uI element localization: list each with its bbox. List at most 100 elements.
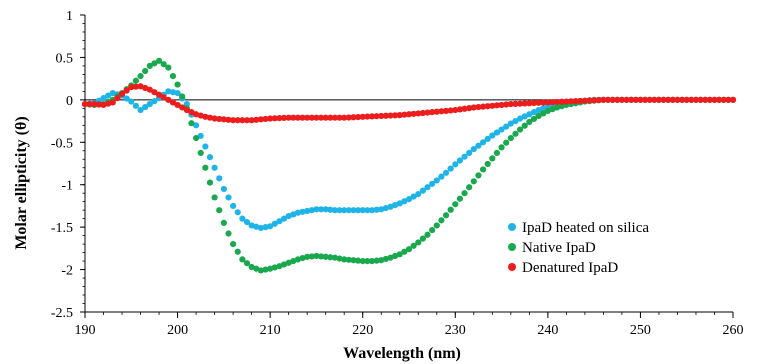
data-point bbox=[516, 126, 524, 133]
data-point bbox=[243, 117, 251, 124]
data-point bbox=[248, 117, 255, 124]
data-point bbox=[415, 190, 422, 198]
axes-layer bbox=[80, 14, 734, 318]
data-point bbox=[294, 209, 302, 216]
data-point bbox=[392, 112, 399, 119]
legend-label: Denatured IpaD bbox=[522, 260, 618, 276]
data-point bbox=[526, 100, 533, 107]
data-point bbox=[521, 122, 528, 129]
data-point bbox=[359, 207, 366, 214]
data-point bbox=[442, 169, 450, 176]
data-point bbox=[387, 112, 394, 119]
data-point bbox=[456, 195, 464, 202]
data-point bbox=[498, 144, 505, 151]
data-point bbox=[461, 105, 468, 112]
data-point bbox=[535, 99, 542, 106]
x-tick-label: 190 bbox=[75, 323, 96, 338]
y-tick-label: -1.5 bbox=[51, 221, 73, 236]
y-tick-label: 1 bbox=[66, 9, 73, 24]
data-point bbox=[174, 81, 181, 88]
data-point bbox=[373, 257, 380, 264]
data-point bbox=[433, 177, 440, 184]
data-point bbox=[396, 200, 403, 207]
data-point bbox=[706, 96, 713, 103]
data-point bbox=[202, 143, 209, 150]
data-point bbox=[609, 96, 616, 103]
data-point bbox=[225, 194, 232, 201]
data-point bbox=[447, 206, 454, 213]
data-point bbox=[405, 246, 413, 253]
data-point bbox=[276, 115, 283, 122]
data-point bbox=[475, 172, 482, 179]
data-point bbox=[540, 110, 547, 117]
data-point bbox=[304, 253, 311, 260]
data-point bbox=[239, 117, 246, 124]
y-axis-title: Molar ellipticity (θ) bbox=[13, 116, 30, 249]
data-point bbox=[165, 64, 172, 71]
data-point bbox=[216, 207, 223, 214]
data-point bbox=[262, 266, 269, 273]
data-point bbox=[174, 89, 181, 97]
data-point bbox=[206, 114, 214, 121]
data-point bbox=[169, 73, 177, 80]
data-point bbox=[586, 97, 593, 104]
data-point bbox=[345, 207, 352, 214]
x-tick-label: 250 bbox=[630, 323, 651, 338]
data-point bbox=[470, 178, 477, 185]
data-point bbox=[234, 248, 241, 255]
data-point bbox=[155, 57, 163, 64]
data-point bbox=[530, 99, 538, 107]
data-point bbox=[350, 207, 357, 214]
data-point bbox=[632, 96, 639, 103]
data-point bbox=[452, 161, 459, 168]
data-point bbox=[118, 90, 126, 98]
data-point bbox=[669, 96, 676, 103]
data-point bbox=[419, 235, 426, 242]
data-point bbox=[530, 109, 538, 116]
data-point bbox=[424, 109, 431, 116]
data-point bbox=[503, 123, 510, 130]
data-point bbox=[285, 114, 292, 121]
data-point bbox=[197, 149, 204, 156]
data-point bbox=[530, 115, 538, 123]
data-point bbox=[429, 109, 436, 116]
data-point bbox=[456, 157, 464, 164]
data-point bbox=[132, 83, 140, 90]
data-point bbox=[225, 116, 232, 123]
data-point bbox=[415, 239, 422, 246]
data-point bbox=[512, 130, 519, 137]
data-point bbox=[160, 61, 167, 68]
data-point bbox=[327, 114, 334, 121]
data-point bbox=[456, 106, 464, 113]
data-point bbox=[146, 86, 153, 93]
data-point bbox=[345, 256, 352, 263]
data-point bbox=[688, 96, 695, 103]
data-point bbox=[595, 96, 602, 104]
data-point bbox=[179, 93, 186, 100]
data-point bbox=[317, 114, 325, 121]
data-point bbox=[364, 257, 371, 265]
data-point bbox=[197, 132, 204, 140]
data-point bbox=[507, 101, 514, 108]
data-point bbox=[257, 267, 264, 274]
data-point bbox=[211, 115, 218, 122]
data-point bbox=[100, 95, 107, 102]
x-axis-title: Wavelength (nm) bbox=[343, 345, 461, 362]
data-point bbox=[299, 114, 306, 121]
data-point bbox=[202, 164, 209, 171]
data-point bbox=[470, 104, 477, 111]
data-point bbox=[341, 256, 348, 263]
data-point bbox=[109, 99, 116, 106]
data-point bbox=[470, 145, 477, 153]
data-point bbox=[202, 113, 209, 120]
data-point bbox=[641, 96, 649, 103]
data-point bbox=[614, 96, 621, 103]
data-point bbox=[142, 103, 149, 111]
data-point bbox=[600, 96, 607, 103]
data-point bbox=[317, 253, 325, 260]
data-point bbox=[378, 112, 385, 120]
x-tick-label: 260 bbox=[723, 323, 744, 338]
data-point bbox=[123, 87, 130, 94]
data-point bbox=[725, 96, 732, 103]
